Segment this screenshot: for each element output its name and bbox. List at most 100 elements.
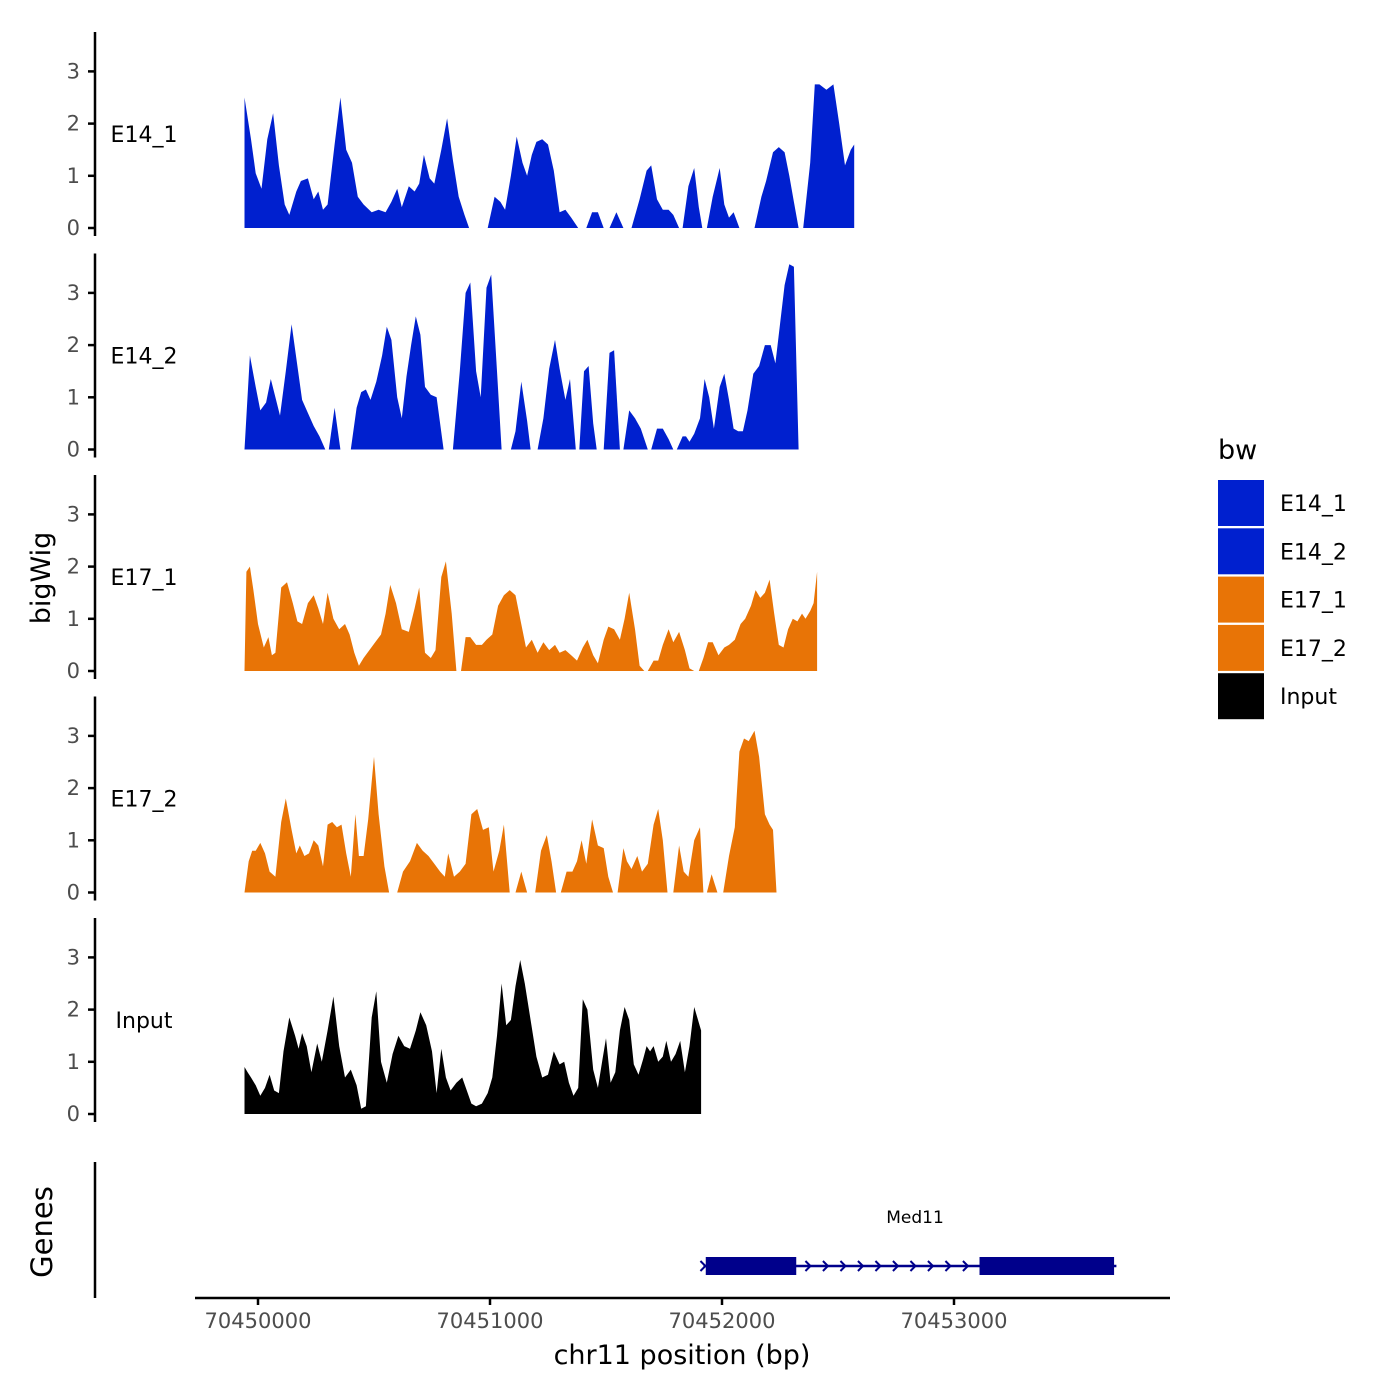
x-tick-label: 70451000 xyxy=(437,1309,544,1333)
y-tick-label: 2 xyxy=(67,998,80,1022)
legend-label-E14_1: E14_1 xyxy=(1280,492,1347,517)
legend-label-Input: Input xyxy=(1280,685,1337,710)
legend-label-E14_2: E14_2 xyxy=(1280,540,1347,565)
area-E14_1-segment-2 xyxy=(586,212,604,228)
y-tick-label: 0 xyxy=(67,216,80,240)
area-E14_1-segment-0 xyxy=(244,97,470,228)
y-tick-label: 0 xyxy=(67,438,80,462)
legend-swatch-E17_1 xyxy=(1218,576,1264,623)
gene-exon xyxy=(979,1257,1115,1275)
area-E14_1-segment-7 xyxy=(754,147,799,228)
gene-strand-arrow xyxy=(857,1260,865,1272)
area-E14_2-segment-1 xyxy=(328,407,341,450)
area-E14_2-segment-4 xyxy=(510,381,531,450)
gene-strand-arrow xyxy=(804,1260,812,1272)
area-E14_2-segment-8 xyxy=(623,410,648,450)
legend-swatch-E17_2 xyxy=(1218,624,1264,671)
area-E14_2-segment-7 xyxy=(603,350,620,450)
area-E14_1-segment-8 xyxy=(803,84,855,229)
area-Input-segment-0 xyxy=(244,960,702,1114)
x-tick-label: 70453000 xyxy=(901,1309,1008,1333)
gene-track: Genes Med11 xyxy=(25,1162,1117,1298)
area-E14_2-segment-6 xyxy=(579,366,597,450)
area-E17_2-segment-5 xyxy=(617,809,668,893)
area-E17_1-segment-0 xyxy=(244,561,457,671)
y-axis-title: bigWig xyxy=(26,532,57,625)
legend: bw E14_1 E14_2 E17_1 E17_2 Input xyxy=(1218,435,1347,720)
area-E14_2-segment-0 xyxy=(244,324,326,450)
track-E17_2: 0 1 2 3 E17_2 xyxy=(67,696,777,905)
track-E14_1: 0 1 2 3 E14_1 xyxy=(67,32,855,240)
area-E17_2-segment-3 xyxy=(535,835,557,893)
gene-strand-arrow xyxy=(944,1260,952,1272)
gene-Med11: Med11 xyxy=(699,1208,1117,1275)
legend-swatch-E14_1 xyxy=(1218,480,1264,526)
area-E17_2-segment-1 xyxy=(397,809,510,893)
track-E14_2: 0 1 2 3 E14_2 xyxy=(67,253,799,462)
area-E17_2-segment-8 xyxy=(723,730,777,893)
gene-strand-arrow xyxy=(892,1260,900,1272)
y-tick-label: 2 xyxy=(67,333,80,357)
x-axis: chr11 position (bp) 70450000 70451000 7045… xyxy=(195,1296,1170,1371)
area-E17_2-segment-4 xyxy=(560,819,613,893)
y-tick-label: 3 xyxy=(67,945,80,969)
y-tick-label: 2 xyxy=(67,555,80,579)
y-tick-label: 3 xyxy=(67,502,80,526)
area-E14_1-segment-3 xyxy=(609,212,624,228)
area-E17_2-segment-7 xyxy=(706,874,718,893)
x-axis-title: chr11 position (bp) xyxy=(554,1340,811,1371)
y-tick-label: 1 xyxy=(67,164,80,188)
y-tick-label: 1 xyxy=(67,828,80,852)
gene-strand-arrow xyxy=(822,1260,830,1272)
track-label-E14_1: E14_1 xyxy=(111,123,178,148)
y-tick-label: 3 xyxy=(67,59,80,83)
gene-exon xyxy=(705,1257,797,1275)
gene-strand-arrow xyxy=(909,1260,917,1272)
area-E17_1-segment-1 xyxy=(461,590,645,671)
area-E14_1-segment-6 xyxy=(706,168,740,228)
area-E17_1-segment-2 xyxy=(647,629,695,671)
area-E17_2-segment-6 xyxy=(673,827,704,893)
area-E14_1-segment-4 xyxy=(631,165,680,228)
area-E14_1-segment-5 xyxy=(682,168,703,228)
genes-label: Genes xyxy=(25,1186,59,1278)
y-tick-label: 3 xyxy=(67,281,80,305)
y-tick-label: 3 xyxy=(67,724,80,748)
track-Input: 0 1 2 3 Input xyxy=(67,918,702,1126)
area-E14_2-segment-3 xyxy=(452,274,502,450)
track-label-E17_1: E17_1 xyxy=(111,566,178,591)
y-tick-label: 1 xyxy=(67,1050,80,1074)
track-label-E14_2: E14_2 xyxy=(111,345,178,370)
legend-title: bw xyxy=(1218,435,1257,466)
y-tick-label: 0 xyxy=(67,659,80,683)
gene-strand-arrow xyxy=(699,1260,707,1272)
area-E17_2-segment-2 xyxy=(515,871,528,893)
y-tick-label: 1 xyxy=(67,607,80,631)
gene-strand-arrow xyxy=(927,1260,935,1272)
track-label-E17_2: E17_2 xyxy=(111,788,178,813)
legend-swatch-E14_2 xyxy=(1218,528,1264,575)
gene-strand-arrow xyxy=(874,1260,882,1272)
y-tick-label: 0 xyxy=(67,1102,80,1126)
area-E14_2-segment-10 xyxy=(676,264,799,450)
y-tick-label: 0 xyxy=(67,881,80,905)
gene-strand-arrow xyxy=(962,1260,970,1272)
legend-swatch-Input xyxy=(1218,673,1264,720)
area-E17_2-segment-0 xyxy=(244,756,390,893)
area-E14_2-segment-9 xyxy=(651,428,674,450)
y-tick-label: 1 xyxy=(67,385,80,409)
tracks-layer: 0 1 2 3 E14_1 0 1 2 3 E14_2 0 1 2 3 E17_1 0 1 2 3 E17_2 0 1 2 3… xyxy=(67,32,855,1126)
legend-label-E17_1: E17_1 xyxy=(1280,589,1347,614)
area-E14_2-segment-2 xyxy=(350,316,444,450)
x-tick-label: 70452000 xyxy=(669,1309,776,1333)
gene-strand-arrow xyxy=(839,1260,847,1272)
area-E17_1-segment-3 xyxy=(698,571,818,671)
track-label-Input: Input xyxy=(116,1009,173,1034)
area-E14_2-segment-5 xyxy=(537,339,576,450)
track-E17_1: 0 1 2 3 E17_1 xyxy=(67,475,818,683)
gene-label: Med11 xyxy=(886,1208,944,1228)
x-tick-label: 70450000 xyxy=(205,1309,312,1333)
y-tick-label: 2 xyxy=(67,776,80,800)
y-tick-label: 2 xyxy=(67,112,80,136)
